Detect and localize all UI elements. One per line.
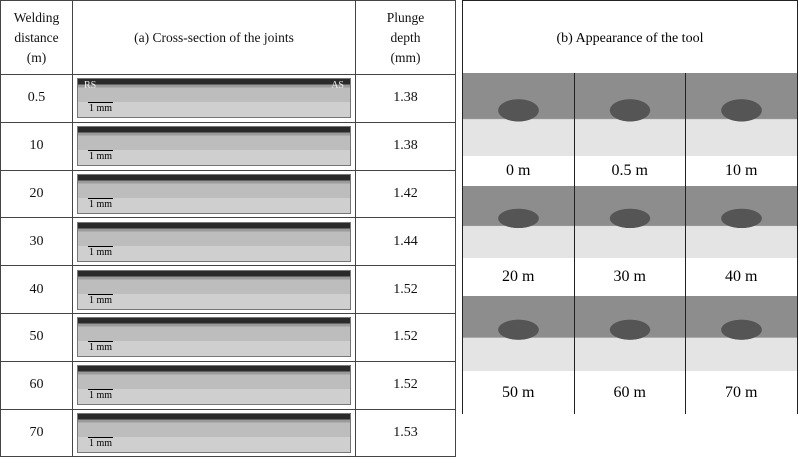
tool-panel: (b) Appearance of the tool 0 m 0.5 m 10 m 20… xyxy=(462,0,798,414)
side-label: AS xyxy=(331,80,344,92)
tool-photo xyxy=(686,296,798,371)
header-text: Welding xyxy=(13,9,60,25)
tool-label: 0.5 m xyxy=(574,156,686,186)
depth-cell: 1.44 xyxy=(356,218,456,267)
cross-section-image: 1 mm RS AS xyxy=(77,78,351,119)
tool-photo xyxy=(463,186,575,258)
panel-title: (b) Appearance of the tool xyxy=(556,31,704,46)
header-text: depth xyxy=(390,29,421,45)
image-cell: 1 mm xyxy=(73,218,356,267)
tool-photo xyxy=(686,186,798,258)
cross-section-image: 1 mm xyxy=(77,221,351,262)
image-cell: 1 mm xyxy=(73,170,356,219)
header-text: Plunge xyxy=(386,9,425,25)
scale-bar: 1 mm xyxy=(88,389,114,402)
scale-bar: 1 mm xyxy=(88,341,114,354)
joints-table: Welding distance (m) (a) Cross-section of t… xyxy=(0,0,456,457)
scale-bar: 1 mm xyxy=(88,245,114,258)
tool-photo xyxy=(463,296,575,371)
tool-label: 10 m xyxy=(686,156,798,186)
image-cell: 1 mm xyxy=(73,409,356,457)
tool-photo xyxy=(574,296,686,371)
image-cell: 1 mm xyxy=(73,314,356,362)
depth-cell: 1.38 xyxy=(356,122,456,171)
scale-bar: 1 mm xyxy=(88,436,114,449)
cross-section-image: 1 mm xyxy=(77,126,351,167)
image-cell: 1 mm xyxy=(73,122,356,171)
depth-cell: 1.52 xyxy=(356,361,456,410)
distance-cell: 40 xyxy=(1,266,73,314)
cross-section-image: 1 mm xyxy=(77,269,351,310)
image-cell: 1 mm RS AS xyxy=(73,75,356,123)
header-text: (a) Cross-section of the joints xyxy=(134,29,294,45)
header-text: distance xyxy=(14,29,59,45)
depth-cell: 1.53 xyxy=(356,409,456,457)
tool-label: 0 m xyxy=(463,156,575,186)
tool-label: 70 m xyxy=(686,371,798,414)
distance-cell: 10 xyxy=(1,122,73,171)
distance-cell: 60 xyxy=(1,361,73,410)
header-cell: Plunge depth (mm) xyxy=(356,1,456,75)
scale-bar: 1 mm xyxy=(88,102,114,115)
distance-cell: 0.5 xyxy=(1,75,73,123)
side-label: RS xyxy=(84,80,97,92)
cross-section-image: 1 mm xyxy=(77,365,351,406)
cross-section-image: 1 mm xyxy=(77,317,351,358)
tool-label: 40 m xyxy=(686,258,798,296)
distance-cell: 30 xyxy=(1,218,73,267)
tool-label: 20 m xyxy=(463,258,575,296)
distance-cell: 50 xyxy=(1,314,73,362)
header-text: (mm) xyxy=(390,49,421,65)
cross-section-image: 1 mm xyxy=(77,173,351,214)
depth-cell: 1.52 xyxy=(356,314,456,362)
image-cell: 1 mm xyxy=(73,361,356,410)
distance-cell: 70 xyxy=(1,409,73,457)
tool-photo xyxy=(686,73,798,156)
distance-cell: 20 xyxy=(1,170,73,219)
cross-section-image: 1 mm xyxy=(77,412,351,453)
depth-cell: 1.52 xyxy=(356,266,456,314)
tool-photo xyxy=(574,186,686,258)
scale-bar: 1 mm xyxy=(88,197,114,210)
tool-photo xyxy=(574,73,686,156)
tool-photo xyxy=(463,73,575,156)
header-text: (m) xyxy=(26,49,47,65)
scale-bar: 1 mm xyxy=(88,293,114,306)
scale-bar: 1 mm xyxy=(88,150,114,163)
image-cell: 1 mm xyxy=(73,266,356,314)
tool-label: 30 m xyxy=(574,258,686,296)
header-cell: Welding distance (m) xyxy=(1,1,73,75)
tool-label: 50 m xyxy=(463,371,575,414)
header-cell: (a) Cross-section of the joints xyxy=(73,1,356,75)
tool-label: 60 m xyxy=(574,371,686,414)
depth-cell: 1.38 xyxy=(356,75,456,123)
depth-cell: 1.42 xyxy=(356,170,456,219)
